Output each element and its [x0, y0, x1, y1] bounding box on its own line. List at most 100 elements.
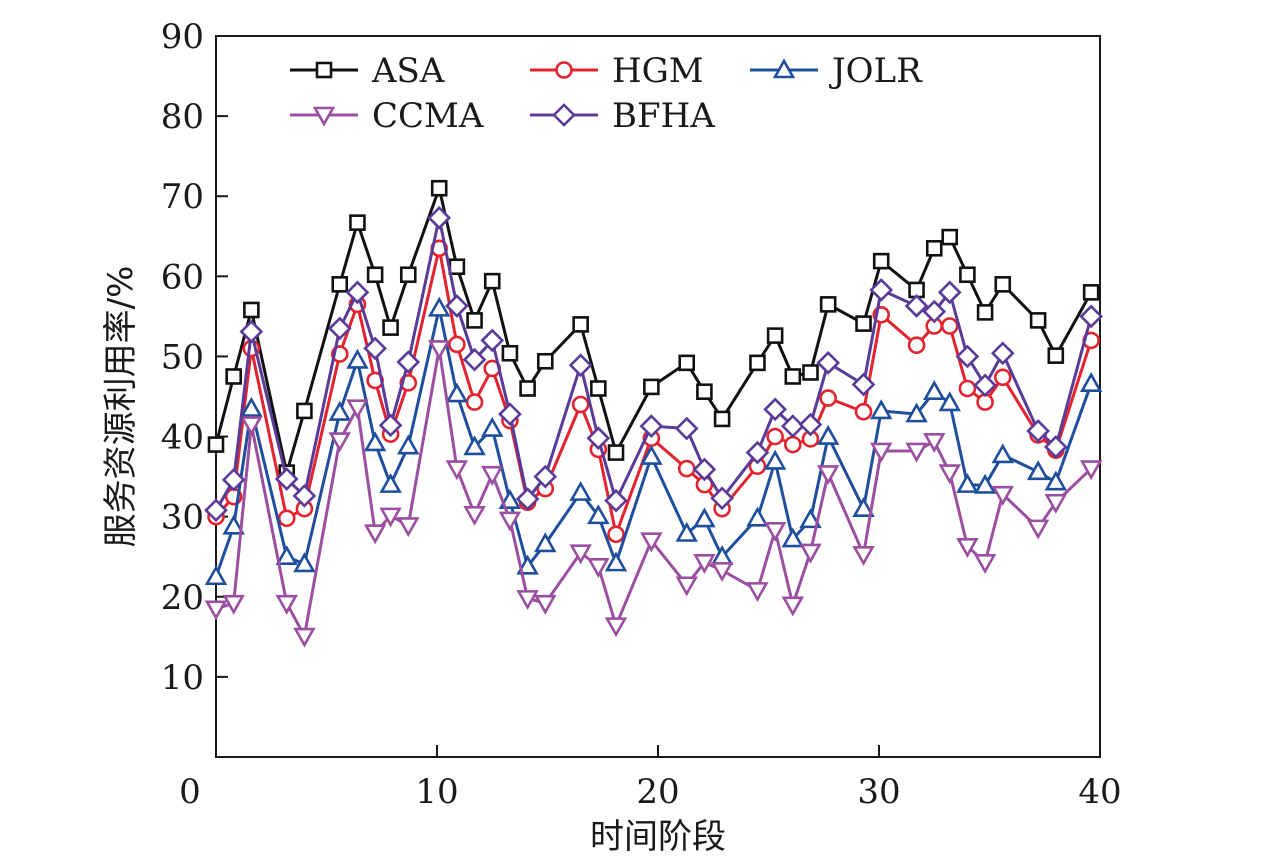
data-point-ccma: [923, 433, 946, 454]
data-point-jolr: [379, 472, 402, 493]
data-point-asa: [590, 380, 607, 397]
data-point-asa: [399, 266, 417, 284]
data-point-bfha: [639, 414, 664, 438]
data-point-bfha: [239, 319, 264, 344]
data-point-jolr: [852, 497, 875, 517]
data-point-asa: [766, 327, 784, 344]
data-point-jolr: [675, 521, 698, 542]
data-point-jolr: [293, 552, 316, 573]
data-point-bfha: [498, 402, 522, 426]
data-point-asa: [243, 301, 260, 319]
data-point-asa: [448, 258, 466, 276]
data-point-bfha: [798, 412, 823, 437]
data-point-ccma: [710, 562, 734, 582]
y-tick-label: 20: [161, 578, 204, 618]
data-point-ccma: [397, 517, 420, 538]
legend: ASA HGM JOLR CCMA BFHA: [290, 51, 923, 136]
data-point-asa: [225, 368, 242, 385]
data-point-hgm: [958, 379, 977, 398]
data-point-ccma: [869, 442, 893, 463]
data-point-asa: [819, 296, 837, 313]
data-point-jolr: [1026, 460, 1050, 481]
data-point-ccma: [569, 544, 592, 565]
data-point-jolr: [463, 435, 486, 456]
data-point-asa: [296, 402, 313, 420]
data-point-bfha: [462, 347, 487, 372]
data-point-ccma: [973, 554, 997, 574]
series-line-bfha: [214, 216, 1093, 512]
data-point-ccma: [328, 432, 351, 453]
data-point-bfha: [378, 413, 403, 438]
data-point-jolr: [1044, 470, 1068, 491]
data-point-bfha: [327, 316, 352, 341]
data-point-asa: [959, 266, 976, 284]
legend-item-ccma: CCMA: [290, 96, 484, 136]
data-point-hgm: [448, 335, 466, 354]
data-point-bfha: [692, 457, 717, 482]
data-point-asa: [678, 354, 696, 372]
legend-label-ccma: CCMA: [372, 96, 484, 136]
data-point-bfha: [1043, 435, 1068, 459]
data-point-jolr: [498, 488, 522, 509]
data-point-jolr: [204, 565, 228, 586]
data-point-bfha: [396, 350, 421, 374]
data-point-ccma: [498, 511, 522, 532]
data-point-asa: [976, 304, 994, 321]
data-point-bfha: [604, 488, 628, 513]
x-tick-label: 40: [1078, 772, 1121, 812]
data-point-bfha: [274, 467, 299, 491]
data-point-ccma: [675, 576, 698, 597]
data-point-ccma: [346, 399, 369, 420]
data-point-bfha: [955, 344, 980, 369]
axes: [215, 35, 1101, 758]
data-point-ccma: [1044, 493, 1068, 514]
data-point-asa: [607, 444, 625, 461]
tick-labels: 10 20 30 40 50 60 70 80 90 0 10 20 30 40: [161, 17, 1122, 812]
data-point-asa: [643, 378, 660, 396]
y-tick-label: 10: [161, 658, 204, 698]
data-point-bfha: [780, 414, 805, 438]
data-point-asa: [802, 364, 819, 381]
data-point-bfha: [204, 498, 228, 523]
data-point-hgm: [940, 317, 959, 335]
data-point-bfha: [851, 372, 876, 397]
data-point-ccma: [1026, 519, 1050, 540]
data-point-hgm: [819, 389, 837, 407]
data-point-ccma: [516, 590, 539, 611]
data-point-jolr: [799, 508, 822, 529]
data-point-asa: [366, 266, 384, 284]
data-point-bfha: [363, 336, 387, 361]
legend-label-jolr: JOLR: [829, 51, 923, 91]
data-point-asa: [483, 272, 501, 290]
data-point-hgm: [571, 395, 590, 414]
data-point-bfha: [922, 299, 947, 324]
data-point-jolr: [640, 444, 663, 465]
legend-marker-bfha: [552, 103, 576, 127]
data-point-ccma: [204, 600, 228, 621]
data-point-asa: [331, 276, 349, 293]
data-point-bfha: [904, 294, 929, 318]
series-jolr: [204, 296, 1103, 586]
data-point-ccma: [275, 594, 298, 615]
data-point-bfha: [1026, 419, 1050, 443]
y-tick-label: 30: [161, 498, 204, 538]
data-point-bfha: [480, 328, 505, 353]
data-point-hgm: [766, 427, 784, 446]
data-point-bfha: [710, 486, 734, 511]
data-point-bfha: [568, 353, 593, 378]
data-point-asa: [501, 344, 519, 362]
data-point-asa: [696, 383, 713, 400]
legend-label-asa: ASA: [371, 51, 445, 91]
y-tick-label: 70: [161, 177, 204, 217]
data-point-jolr: [275, 545, 298, 566]
legend-marker-jolr: [772, 58, 796, 79]
data-point-bfha: [427, 206, 452, 230]
data-point-asa: [994, 276, 1012, 293]
data-point-asa: [536, 352, 554, 370]
data-point-asa: [1047, 347, 1065, 364]
legend-item-asa: ASA: [290, 51, 445, 91]
data-point-jolr: [781, 527, 805, 548]
legend-label-hgm: HGM: [612, 51, 704, 91]
series-line-ccma: [215, 346, 1093, 638]
